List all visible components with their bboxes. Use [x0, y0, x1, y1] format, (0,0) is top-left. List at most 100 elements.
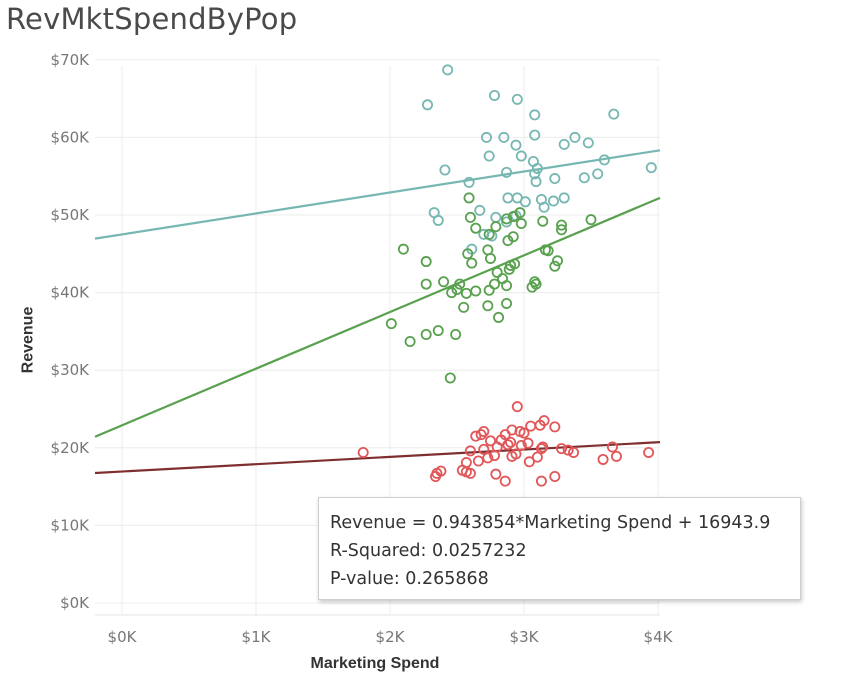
data-point-series-2[interactable] — [450, 329, 462, 341]
data-point-series-2[interactable] — [454, 278, 466, 290]
data-point-series-1[interactable] — [531, 162, 543, 174]
data-point-series-1[interactable] — [489, 89, 501, 101]
data-point-series-2[interactable] — [483, 284, 495, 296]
data-point-series-3[interactable] — [511, 401, 523, 413]
data-point-series-1[interactable] — [529, 168, 541, 180]
data-point-series-3[interactable] — [472, 455, 484, 467]
data-point-series-3[interactable] — [489, 450, 501, 462]
data-point-series-2[interactable] — [509, 258, 521, 270]
data-point-series-2[interactable] — [460, 287, 472, 299]
data-point-series-3[interactable] — [643, 446, 655, 458]
data-point-series-2[interactable] — [501, 213, 513, 225]
data-point-series-3[interactable] — [430, 471, 442, 483]
data-point-series-1[interactable] — [547, 195, 559, 207]
data-point-series-3[interactable] — [464, 445, 476, 457]
data-point-series-3[interactable] — [499, 475, 511, 487]
data-point-series-2[interactable] — [463, 192, 475, 204]
data-point-series-2[interactable] — [420, 329, 432, 341]
data-point-series-3[interactable] — [568, 446, 580, 458]
data-point-series-1[interactable] — [501, 166, 513, 178]
data-point-series-2[interactable] — [489, 278, 501, 290]
data-point-series-2[interactable] — [556, 224, 568, 236]
data-point-series-2[interactable] — [446, 287, 458, 299]
data-point-series-2[interactable] — [484, 252, 496, 264]
data-point-series-1[interactable] — [558, 192, 570, 204]
data-point-series-3[interactable] — [562, 444, 574, 456]
data-point-series-2[interactable] — [585, 214, 597, 226]
data-point-series-2[interactable] — [501, 280, 513, 292]
data-point-series-2[interactable] — [470, 222, 482, 234]
data-point-series-2[interactable] — [482, 300, 494, 312]
data-point-series-1[interactable] — [608, 108, 620, 120]
data-point-series-3[interactable] — [535, 443, 547, 455]
data-point-series-3[interactable] — [522, 437, 534, 449]
data-point-series-1[interactable] — [474, 204, 486, 216]
data-point-series-1[interactable] — [519, 196, 531, 208]
data-point-series-2[interactable] — [514, 207, 526, 219]
data-point-series-3[interactable] — [484, 435, 496, 447]
data-point-series-2[interactable] — [420, 278, 432, 290]
trend-line-series-1[interactable] — [94, 149, 661, 240]
data-point-series-2[interactable] — [537, 215, 549, 227]
data-points[interactable] — [357, 64, 657, 487]
data-point-series-2[interactable] — [507, 231, 519, 243]
data-point-series-2[interactable] — [470, 285, 482, 297]
data-point-series-1[interactable] — [478, 228, 490, 240]
data-point-series-3[interactable] — [610, 450, 622, 462]
data-point-series-3[interactable] — [482, 452, 494, 464]
data-point-series-3[interactable] — [475, 429, 487, 441]
data-point-series-1[interactable] — [558, 138, 570, 150]
data-point-series-2[interactable] — [501, 297, 513, 309]
data-point-series-3[interactable] — [506, 424, 518, 436]
data-point-series-3[interactable] — [470, 430, 482, 442]
data-point-series-2[interactable] — [526, 281, 538, 293]
data-point-series-2[interactable] — [483, 228, 495, 240]
data-point-series-1[interactable] — [645, 162, 657, 174]
data-point-series-3[interactable] — [515, 439, 527, 451]
data-point-series-1[interactable] — [483, 150, 495, 162]
data-point-series-1[interactable] — [598, 154, 610, 166]
data-point-series-3[interactable] — [549, 471, 561, 483]
data-point-series-3[interactable] — [531, 451, 543, 463]
data-point-series-2[interactable] — [552, 255, 564, 267]
data-point-series-2[interactable] — [458, 301, 470, 313]
data-point-series-1[interactable] — [511, 93, 523, 105]
data-point-series-2[interactable] — [466, 257, 478, 269]
data-point-series-2[interactable] — [438, 276, 450, 288]
data-point-series-3[interactable] — [505, 436, 517, 448]
data-point-series-2[interactable] — [420, 256, 432, 268]
data-point-series-1[interactable] — [582, 137, 594, 149]
data-point-series-1[interactable] — [501, 216, 513, 228]
data-point-series-3[interactable] — [510, 448, 522, 460]
data-point-series-2[interactable] — [432, 325, 444, 337]
data-point-series-3[interactable] — [490, 468, 502, 480]
data-point-series-3[interactable] — [597, 453, 609, 465]
data-point-series-3[interactable] — [556, 443, 568, 455]
data-point-series-1[interactable] — [498, 131, 510, 143]
data-point-series-1[interactable] — [530, 176, 542, 188]
data-point-series-2[interactable] — [491, 266, 503, 278]
data-point-series-3[interactable] — [549, 421, 561, 433]
data-point-series-3[interactable] — [534, 419, 546, 431]
data-point-series-1[interactable] — [592, 168, 604, 180]
data-point-series-1[interactable] — [510, 139, 522, 151]
data-point-series-1[interactable] — [569, 131, 581, 143]
data-point-series-3[interactable] — [523, 456, 535, 468]
data-point-series-1[interactable] — [480, 131, 492, 143]
data-point-series-1[interactable] — [529, 109, 541, 121]
trend-line-series-2[interactable] — [94, 196, 661, 438]
data-point-series-2[interactable] — [451, 283, 463, 295]
data-point-series-3[interactable] — [357, 446, 369, 458]
data-point-series-1[interactable] — [502, 192, 514, 204]
data-point-series-1[interactable] — [549, 173, 561, 185]
data-point-series-1[interactable] — [515, 150, 527, 162]
data-point-series-3[interactable] — [518, 427, 530, 439]
data-point-series-1[interactable] — [422, 99, 434, 111]
data-point-series-3[interactable] — [478, 443, 490, 455]
data-point-series-1[interactable] — [463, 176, 475, 188]
data-point-series-1[interactable] — [535, 193, 547, 205]
data-point-series-2[interactable] — [385, 318, 397, 330]
data-point-series-2[interactable] — [556, 219, 568, 231]
data-point-series-2[interactable] — [549, 260, 561, 272]
data-point-series-2[interactable] — [542, 245, 554, 257]
